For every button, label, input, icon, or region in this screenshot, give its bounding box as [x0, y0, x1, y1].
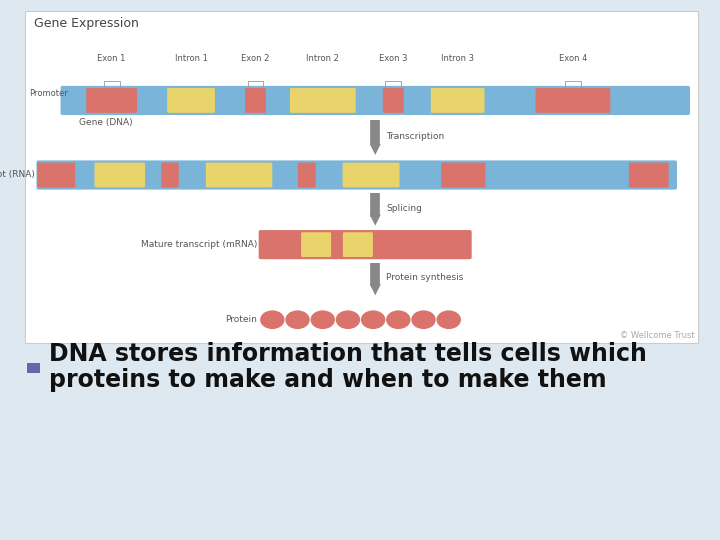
Text: Exon 2: Exon 2 [241, 54, 269, 63]
Text: Intron 1: Intron 1 [174, 54, 207, 63]
FancyBboxPatch shape [536, 88, 611, 113]
FancyBboxPatch shape [245, 88, 266, 113]
FancyBboxPatch shape [441, 163, 485, 187]
FancyBboxPatch shape [37, 160, 677, 190]
Circle shape [261, 311, 284, 328]
Circle shape [361, 311, 384, 328]
Text: Gene (DNA): Gene (DNA) [79, 118, 133, 127]
FancyBboxPatch shape [298, 163, 315, 187]
Circle shape [437, 311, 460, 328]
FancyBboxPatch shape [161, 163, 179, 187]
FancyBboxPatch shape [290, 88, 356, 113]
Text: Exon 3: Exon 3 [379, 54, 408, 63]
FancyBboxPatch shape [60, 86, 78, 115]
FancyBboxPatch shape [94, 163, 145, 187]
Circle shape [387, 311, 410, 328]
Circle shape [311, 311, 334, 328]
Circle shape [336, 311, 359, 328]
Text: Mature transcript (mRNA): Mature transcript (mRNA) [141, 240, 257, 249]
FancyBboxPatch shape [86, 88, 137, 113]
Text: Protein: Protein [225, 315, 257, 324]
Text: Gene Expression: Gene Expression [34, 17, 139, 30]
Text: DNA stores information that tells cells which: DNA stores information that tells cells … [49, 342, 647, 366]
Circle shape [286, 311, 309, 328]
FancyBboxPatch shape [25, 11, 698, 343]
FancyBboxPatch shape [629, 163, 669, 187]
FancyBboxPatch shape [258, 230, 472, 259]
FancyBboxPatch shape [301, 232, 331, 257]
FancyBboxPatch shape [343, 232, 373, 257]
FancyBboxPatch shape [167, 88, 215, 113]
FancyBboxPatch shape [73, 86, 677, 115]
Text: Exon 4: Exon 4 [559, 54, 588, 63]
Text: Intron 2: Intron 2 [307, 54, 339, 63]
Text: Promoter: Promoter [29, 89, 68, 98]
Text: proteins to make and when to make them: proteins to make and when to make them [49, 368, 606, 392]
Bar [27, 363, 40, 373]
Text: Primary transcript (RNA): Primary transcript (RNA) [0, 171, 35, 179]
Text: Exon 1: Exon 1 [97, 54, 126, 63]
FancyBboxPatch shape [206, 163, 272, 187]
FancyBboxPatch shape [37, 163, 75, 187]
FancyBboxPatch shape [343, 163, 400, 187]
Text: Splicing: Splicing [386, 204, 422, 213]
Circle shape [412, 311, 435, 328]
Text: Intron 3: Intron 3 [441, 54, 474, 63]
Text: Protein synthesis: Protein synthesis [386, 273, 464, 282]
FancyBboxPatch shape [672, 86, 690, 115]
FancyBboxPatch shape [431, 88, 485, 113]
Text: Transcription: Transcription [386, 132, 444, 140]
Text: © Wellcome Trust: © Wellcome Trust [620, 331, 695, 340]
FancyBboxPatch shape [383, 88, 404, 113]
